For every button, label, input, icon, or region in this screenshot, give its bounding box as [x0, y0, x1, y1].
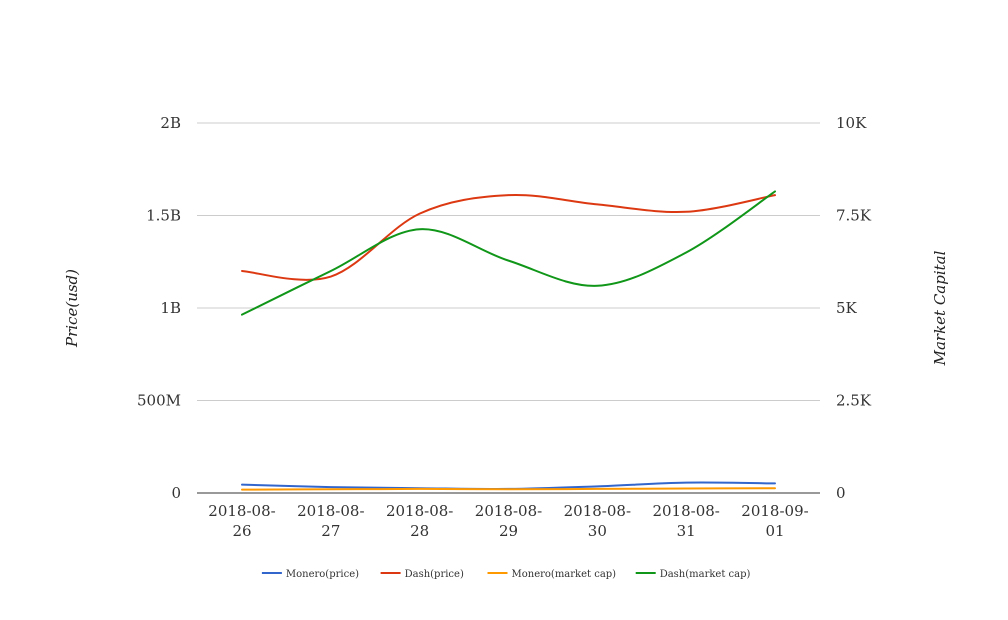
x-tick-label: 2018-08- 30	[564, 502, 631, 540]
x-tick-label-line: 2018-09-	[741, 502, 808, 520]
legend: Monero(price) Dash(price) Monero(market ca…	[261, 569, 751, 580]
x-tick-label: 2018-08- 26	[208, 502, 275, 540]
y-axis-title-left: Price(usd)	[63, 269, 81, 348]
y-tick-label-left: 1B	[160, 299, 181, 317]
x-tick-label: 2018-08- 31	[652, 502, 719, 540]
x-tick-label: 2018-08- 29	[475, 502, 542, 540]
legend-label: Monero(price)	[286, 569, 359, 580]
x-tick-label: 2018-09- 01	[741, 502, 808, 540]
y-tick-label-left: 2B	[160, 114, 181, 132]
series-line-dash-market-cap	[241, 190, 776, 316]
legend-label: Dash(market cap)	[660, 569, 751, 580]
x-tick-label-line: 2018-08-	[652, 502, 719, 520]
axes: 0500M1B1.5B2B02.5K5K7.5K10K2018-08-26201…	[63, 114, 949, 540]
y-tick-label-right: 7.5K	[836, 207, 872, 225]
legend-item: Monero(market cap)	[487, 569, 617, 580]
x-tick-label: 2018-08- 27	[297, 502, 364, 540]
x-tick-label-line: 31	[677, 522, 696, 540]
gridlines	[197, 122, 820, 401]
x-tick-label-line: 28	[410, 522, 429, 540]
x-tick-label-line: 29	[499, 522, 518, 540]
x-tick-label-line: 27	[321, 522, 340, 540]
x-tick-label-line: 2018-08-	[297, 502, 364, 520]
x-tick-label-line: 01	[765, 522, 784, 540]
legend-item: Dash(price)	[380, 569, 464, 580]
legend-label: Dash(price)	[405, 569, 464, 580]
series-line-monero-market-cap	[241, 487, 776, 491]
x-tick-label-line: 26	[232, 522, 251, 540]
x-tick-label-line: 2018-08-	[386, 502, 453, 520]
y-tick-label-left: 1.5B	[146, 207, 181, 225]
y-tick-label-right: 10K	[836, 114, 867, 132]
x-tick-label-line: 2018-08-	[475, 502, 542, 520]
y-axis-title-right: Market Capital	[931, 250, 949, 366]
y-tick-label-right: 5K	[836, 299, 858, 317]
legend-item: Monero(price)	[261, 569, 359, 580]
y-tick-label-right: 0	[836, 484, 846, 502]
y-tick-label-left: 500M	[137, 392, 181, 410]
y-tick-label-right: 2.5K	[836, 392, 872, 410]
y-tick-label-left: 0	[171, 484, 181, 502]
legend-item: Dash(market cap)	[635, 569, 751, 580]
x-tick-label-line: 2018-08-	[564, 502, 631, 520]
x-tick-label-line: 2018-08-	[208, 502, 275, 520]
x-tick-label: 2018-08- 28	[386, 502, 453, 540]
series-line-dash-price	[241, 193, 776, 281]
series-lines	[241, 190, 776, 491]
x-tick-label-line: 30	[588, 522, 607, 540]
legend-label: Monero(market cap)	[512, 569, 617, 580]
